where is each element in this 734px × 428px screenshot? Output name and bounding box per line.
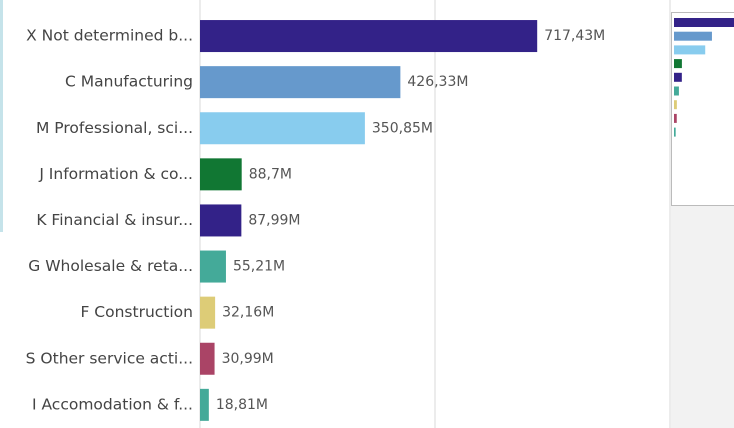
bar <box>200 158 242 191</box>
bar <box>200 342 215 375</box>
scroll-area <box>671 205 734 428</box>
value-label: 32,16M <box>222 305 274 321</box>
bar <box>200 388 209 421</box>
minimap-bar <box>674 100 677 110</box>
minimap-bar <box>674 31 712 41</box>
category-label: J Information & co... <box>38 165 193 183</box>
category-label: S Other service acti... <box>26 349 193 367</box>
minimap-bar <box>674 18 734 27</box>
bar <box>200 66 401 99</box>
minimap-bar <box>674 113 677 123</box>
category-label: I Accomodation & f... <box>32 395 193 413</box>
value-label: 350,85M <box>372 120 433 136</box>
value-label: 55,21M <box>233 259 285 275</box>
value-label: 88,7M <box>249 166 292 182</box>
category-label: M Professional, sci... <box>36 119 193 137</box>
value-label: 426,33M <box>407 74 468 90</box>
minimap-bar <box>674 127 676 137</box>
minimap-bar <box>674 45 706 55</box>
bar <box>200 204 242 237</box>
value-label: 30,99M <box>222 351 274 367</box>
bar <box>200 250 226 283</box>
category-label: K Financial & insur... <box>36 211 193 229</box>
selection-strip <box>0 0 3 232</box>
minimap[interactable] <box>671 12 734 206</box>
value-label: 87,99M <box>248 212 300 228</box>
minimap-bar <box>674 86 679 96</box>
value-label: 18,81M <box>216 397 268 413</box>
bar <box>200 296 216 329</box>
bar <box>200 20 538 53</box>
category-label: X Not determined b... <box>26 27 193 45</box>
minimap-bar <box>674 72 682 82</box>
value-label: 717,43M <box>544 28 605 44</box>
category-label: F Construction <box>80 303 193 321</box>
minimap-bar <box>674 59 682 69</box>
bar <box>200 112 365 145</box>
category-label: G Wholesale & reta... <box>28 257 193 275</box>
category-label: C Manufacturing <box>65 73 193 91</box>
